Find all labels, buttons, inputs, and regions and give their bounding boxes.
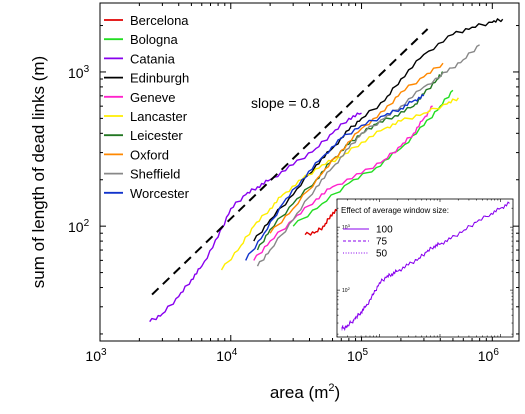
inset-y-tick-label: 103 bbox=[342, 223, 351, 231]
inset-legend-label-100: 100 bbox=[376, 225, 393, 236]
legend: Bercelona Bologna Catania Edinburgh Geneve La… bbox=[104, 13, 190, 201]
legend-label-edinburgh: Edinburgh bbox=[130, 71, 189, 86]
legend-label-bologna: Bologna bbox=[130, 32, 178, 47]
series-line-catania bbox=[149, 112, 362, 323]
y-tick-labels: 102 103 bbox=[68, 64, 90, 235]
y-tick-label: 102 bbox=[68, 218, 90, 235]
legend-label-worcester: Worcester bbox=[130, 186, 190, 201]
series-line-bologna bbox=[292, 89, 454, 227]
series-line-worcester bbox=[245, 94, 425, 261]
slope-reference-line bbox=[151, 28, 429, 296]
inset-lines bbox=[341, 201, 510, 331]
x-tick-label: 104 bbox=[216, 347, 238, 364]
legend-label-catania: Catania bbox=[130, 51, 176, 66]
x-tick-label: 105 bbox=[347, 347, 369, 364]
inset-legend-label-50: 50 bbox=[376, 249, 388, 260]
legend-label-lancaster: Lancaster bbox=[130, 109, 188, 124]
inset-title: Effect of average window size: bbox=[341, 206, 449, 215]
series-line-oxford bbox=[269, 62, 444, 234]
y-axis-label: sum of length of dead links (m) bbox=[29, 56, 48, 288]
main-axis-ticks bbox=[99, 3, 519, 341]
main-plot-lines bbox=[149, 18, 504, 323]
x-tick-label: 106 bbox=[478, 347, 500, 364]
x-tick-labels: 103 104 105 106 bbox=[85, 347, 499, 364]
inset-legend-label-75: 75 bbox=[376, 237, 388, 248]
inset-ticks: 102 103 bbox=[336, 199, 513, 337]
inset-frame bbox=[336, 198, 514, 338]
y-tick-label: 103 bbox=[68, 64, 90, 81]
slope-annotation: slope = 0.8 bbox=[251, 95, 320, 111]
inset-y-tick-label: 102 bbox=[342, 286, 351, 294]
legend-label-leicester: Leicester bbox=[130, 128, 183, 143]
x-tick-label: 103 bbox=[85, 347, 107, 364]
series-line-edinburgh bbox=[253, 18, 504, 242]
inset-series-line-50 bbox=[341, 201, 510, 331]
inset-chart: Effect of average window size: 102 103 10… bbox=[336, 198, 514, 338]
series-line-sheffield bbox=[256, 44, 480, 267]
x-axis-label: area (m2) bbox=[270, 382, 340, 402]
series-line-geneve bbox=[253, 105, 433, 261]
legend-label-oxford: Oxford bbox=[130, 147, 169, 162]
legend-label-geneve: Geneve bbox=[130, 90, 176, 105]
legend-label-sheffield: Sheffield bbox=[130, 167, 180, 182]
legend-label-bercelona: Bercelona bbox=[130, 13, 189, 28]
